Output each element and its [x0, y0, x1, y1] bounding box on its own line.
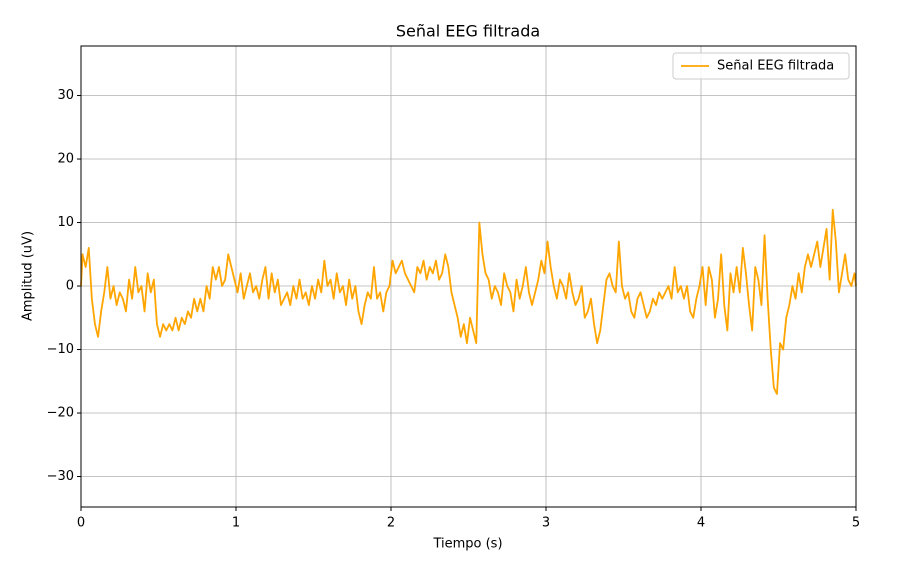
y-tick-label: −10 — [47, 342, 74, 357]
x-tick-label: 5 — [852, 516, 860, 531]
x-tick-label: 1 — [232, 516, 240, 531]
y-tick-label: 10 — [57, 215, 74, 230]
y-axis-label: Amplitud (uV) — [21, 231, 36, 321]
x-tick-label: 0 — [77, 516, 85, 531]
y-tick-label: 30 — [57, 88, 74, 103]
plot-frame — [80, 45, 857, 508]
x-tick-label: 3 — [542, 516, 550, 531]
y-tick-label: 20 — [57, 152, 74, 167]
chart-title: Señal EEG filtrada — [396, 22, 540, 41]
x-axis-label: Tiempo (s) — [432, 537, 502, 552]
x-tick-label: 4 — [697, 516, 705, 531]
x-tick-label: 2 — [387, 516, 395, 531]
y-tick-label: −20 — [47, 406, 74, 421]
legend-label: Señal EEG filtrada — [717, 59, 834, 74]
data-line — [80, 208, 857, 395]
y-tick-label: −30 — [47, 469, 74, 484]
y-tick-label: 0 — [66, 279, 74, 294]
legend-box — [672, 52, 850, 80]
